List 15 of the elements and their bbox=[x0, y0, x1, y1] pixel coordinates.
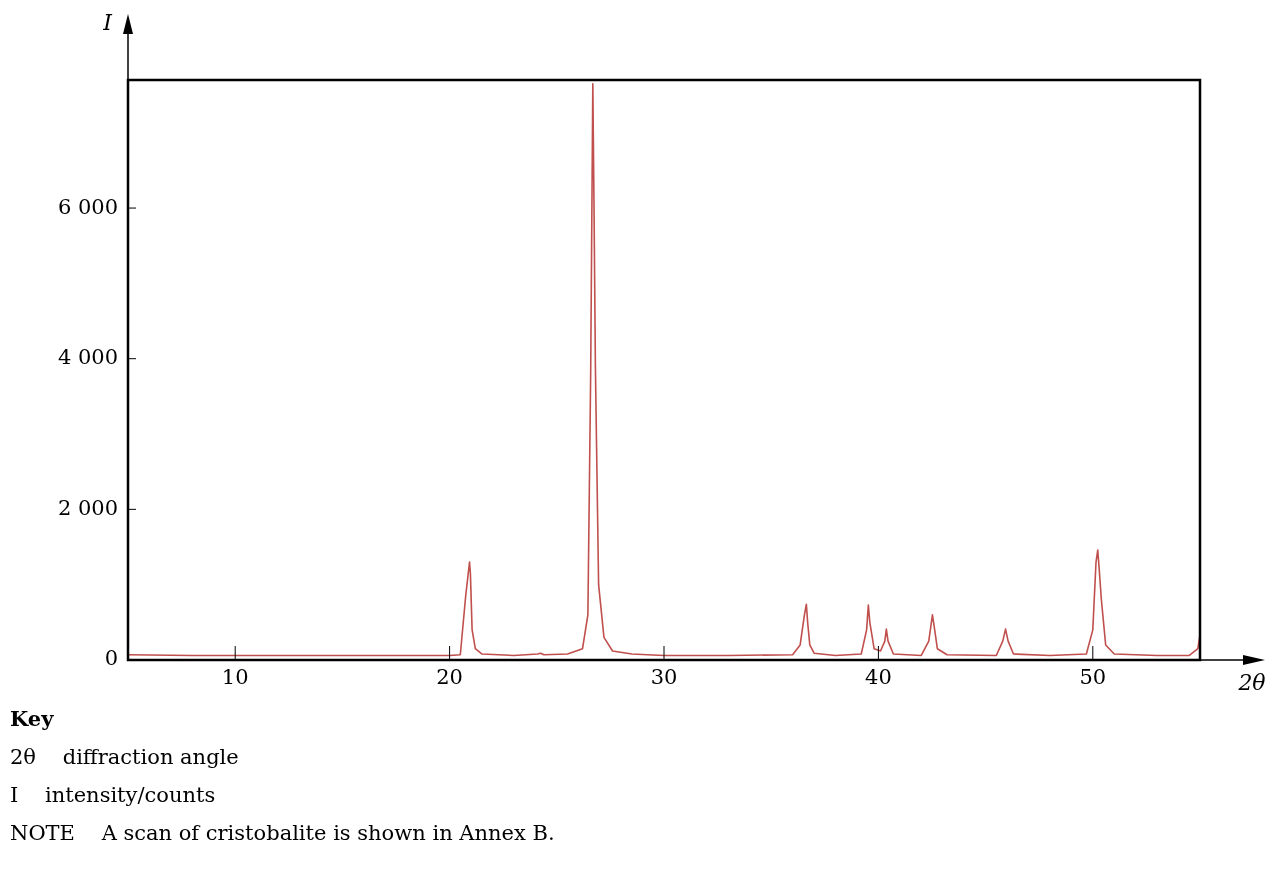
x-axis-title: 2θ bbox=[1237, 669, 1266, 695]
text: 2θ diffraction angle bbox=[10, 744, 240, 771]
text: Key bbox=[10, 705, 55, 733]
y-tick-label: 6 000 bbox=[57, 194, 118, 219]
y-axis-title: I bbox=[102, 9, 114, 35]
x-tick-label: 50 bbox=[1079, 665, 1107, 690]
text: NOTE A scan of cristobalite is shown in Annex B. bbox=[10, 820, 556, 847]
x-tick-label: 30 bbox=[650, 665, 678, 690]
y-tick-label: 4 000 bbox=[57, 345, 118, 370]
y-tick-label: 0 bbox=[104, 646, 118, 671]
y-tick-label: 2 000 bbox=[57, 495, 118, 520]
x-tick-label: 20 bbox=[436, 665, 463, 690]
x-tick-label: 40 bbox=[865, 665, 892, 690]
text: I intensity/counts bbox=[10, 782, 217, 809]
x-tick-label: 10 bbox=[221, 665, 249, 690]
